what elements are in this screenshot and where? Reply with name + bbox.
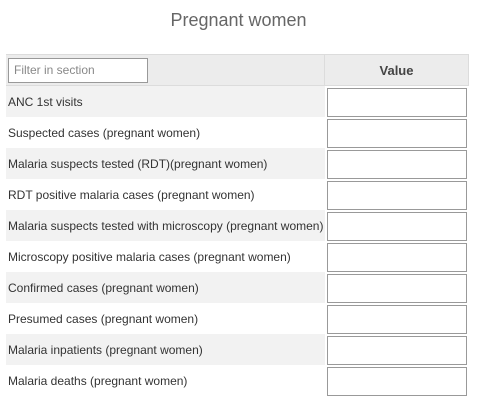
value-input[interactable] [326,273,467,303]
value-input[interactable] [326,118,467,148]
row-label: Malaria deaths (pregnant women) [6,365,325,396]
filter-cell [6,54,325,86]
table-row: Microscopy positive malaria cases (pregn… [6,241,469,272]
table-row: RDT positive malaria cases (pregnant wom… [6,179,469,210]
row-label: Malaria suspects tested with microscopy … [6,210,325,241]
table-row: ANC 1st visits [6,85,469,117]
table-row: Malaria inpatients (pregnant women) [6,334,469,365]
row-label: Malaria inpatients (pregnant women) [6,334,325,365]
table-row: Malaria deaths (pregnant women) [6,365,469,396]
row-label: Confirmed cases (pregnant women) [6,272,325,303]
table-header-row: Value [6,54,469,86]
value-input[interactable] [326,366,467,396]
value-input[interactable] [326,304,467,334]
row-label: Presumed cases (pregnant women) [6,303,325,334]
row-label: Microscopy positive malaria cases (pregn… [6,241,325,272]
row-label: Suspected cases (pregnant women) [6,117,325,148]
table-row: Presumed cases (pregnant women) [6,303,469,334]
value-input[interactable] [326,149,467,179]
section-title: Pregnant women [170,10,307,30]
value-column-header: Value [324,54,469,86]
value-input[interactable] [326,87,467,117]
value-input[interactable] [326,211,467,241]
row-label: RDT positive malaria cases (pregnant wom… [6,179,325,210]
value-input[interactable] [326,242,467,272]
value-input[interactable] [326,335,467,365]
table-row: Suspected cases (pregnant women) [6,117,469,148]
row-label: Malaria suspects tested (RDT)(pregnant w… [6,148,325,179]
table-row: Confirmed cases (pregnant women) [6,272,469,303]
row-label: ANC 1st visits [6,85,325,117]
table-row: Malaria suspects tested (RDT)(pregnant w… [6,148,469,179]
value-input[interactable] [326,180,467,210]
data-entry-table: Value ANC 1st visits Suspected cases (pr… [6,54,469,396]
table-row: Malaria suspects tested with microscopy … [6,210,469,241]
filter-in-section-input[interactable] [8,57,148,83]
